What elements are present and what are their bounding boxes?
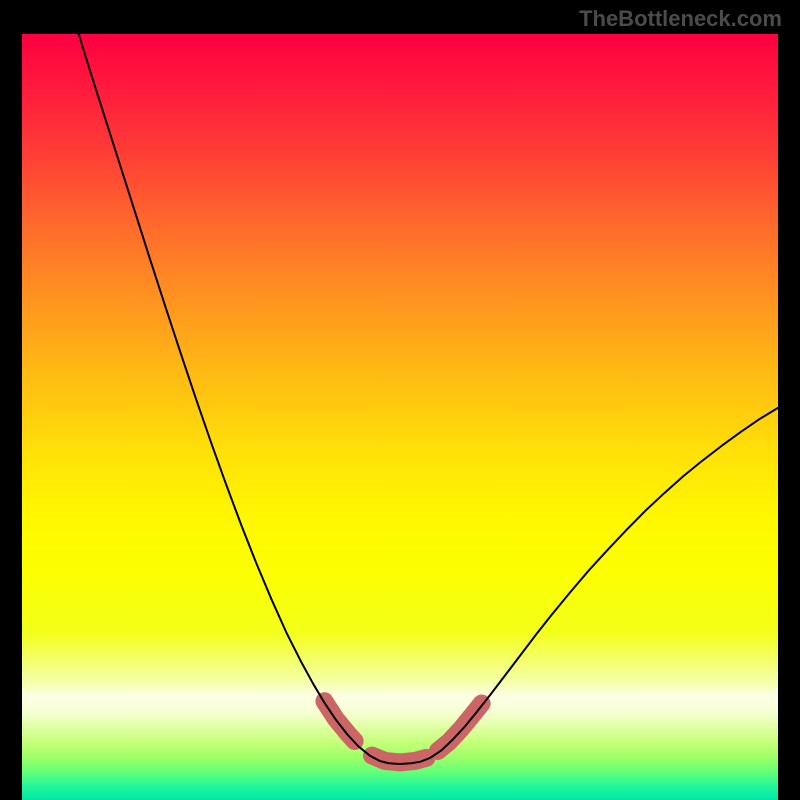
frame-border-right xyxy=(778,0,800,800)
bottleneck-chart xyxy=(22,34,778,800)
chart-background xyxy=(22,34,778,800)
frame-border-left xyxy=(0,0,22,800)
watermark-text: TheBottleneck.com xyxy=(579,6,782,32)
